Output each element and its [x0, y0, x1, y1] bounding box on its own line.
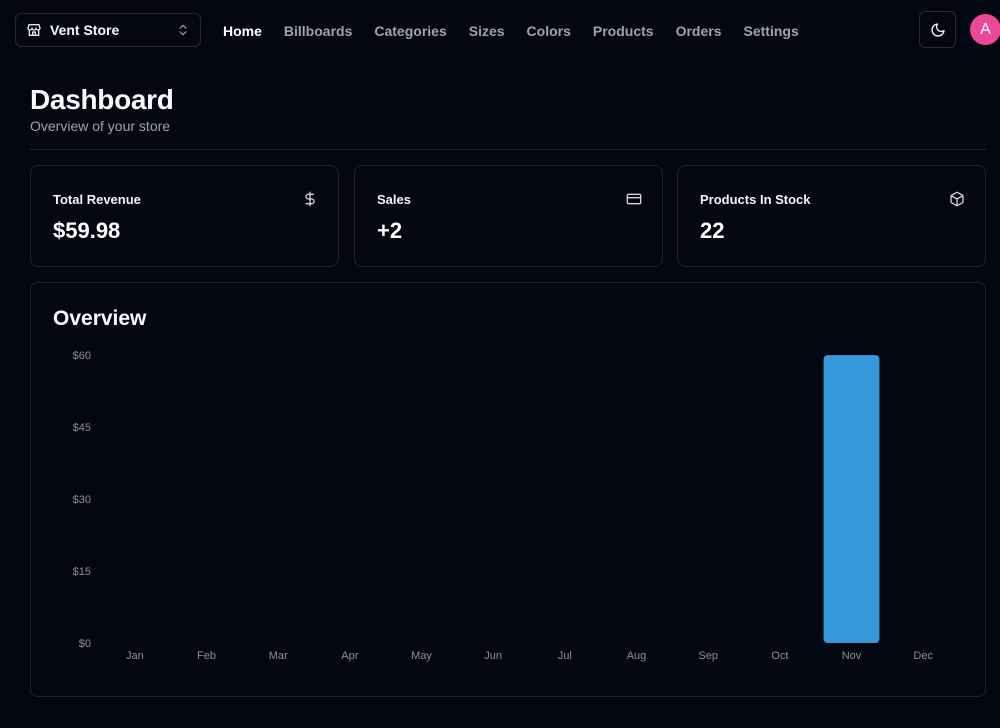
stat-label: Products In Stock: [700, 192, 811, 207]
stat-card-products-in-stock: Products In Stock 22: [677, 165, 986, 267]
x-tick-label: Aug: [627, 650, 647, 662]
nav-billboards[interactable]: Billboards: [283, 23, 353, 39]
x-tick-label: May: [411, 650, 432, 662]
store-switcher[interactable]: Vent Store: [15, 13, 201, 47]
y-tick-label: $30: [73, 494, 91, 506]
y-tick-label: $0: [79, 638, 91, 650]
stat-value: +2: [377, 218, 403, 243]
store-name: Vent Store: [50, 22, 120, 38]
bar-nov: [823, 355, 880, 643]
overview-title: Overview: [53, 307, 147, 330]
x-tick-label: Sep: [698, 650, 718, 662]
nav-sizes[interactable]: Sizes: [468, 23, 505, 39]
x-tick-label: Jun: [484, 650, 502, 662]
page-heading: Dashboard Overview of your store: [30, 84, 174, 134]
overview-card: Overview $0 $15 $30 $45 $60 Jan Feb Mar Apr May Ju…: [30, 282, 986, 697]
dollar-icon: [305, 191, 315, 207]
x-tick-label: Jul: [558, 650, 572, 662]
package-icon: [950, 191, 964, 207]
page-subtitle: Overview of your store: [30, 118, 171, 134]
x-tick-label: Jan: [126, 650, 144, 662]
x-tick-label: Dec: [913, 650, 933, 662]
nav-colors[interactable]: Colors: [526, 23, 571, 39]
separator: [30, 149, 986, 150]
overview-bar-chart: $0 $15 $30 $45 $60 Jan Feb Mar Apr May Jun Jul Aug Se…: [73, 350, 934, 662]
stat-card-sales: Sales +2: [354, 165, 663, 267]
stat-value: 22: [700, 218, 725, 243]
x-tick-label: Apr: [341, 650, 358, 662]
nav-orders[interactable]: Orders: [675, 23, 722, 39]
stat-label: Total Revenue: [53, 192, 141, 207]
x-tick-label: Mar: [269, 650, 288, 662]
stat-label: Sales: [377, 192, 411, 207]
main-nav: Home Billboards Categories Sizes Colors …: [223, 0, 821, 62]
stat-value: $59.98: [53, 218, 121, 243]
x-tick-label: Nov: [842, 650, 862, 662]
nav-settings[interactable]: Settings: [743, 23, 799, 39]
navbar: Vent Store Home Billboards Categories Si…: [0, 0, 1000, 62]
chevrons-up-down-icon: [179, 24, 187, 36]
store-icon: [27, 24, 41, 36]
page-title: Dashboard: [30, 84, 174, 115]
moon-icon: [930, 22, 945, 37]
y-tick-label: $45: [73, 422, 91, 434]
credit-card-icon: [626, 193, 642, 205]
x-tick-label: Oct: [771, 650, 788, 662]
avatar[interactable]: A: [970, 14, 1000, 45]
y-tick-label: $60: [73, 350, 91, 362]
nav-home[interactable]: Home: [223, 23, 262, 39]
y-tick-label: $15: [73, 566, 91, 578]
x-tick-label: Feb: [197, 650, 216, 662]
nav-products[interactable]: Products: [592, 23, 654, 39]
nav-categories[interactable]: Categories: [374, 23, 447, 39]
theme-toggle-button[interactable]: [919, 11, 956, 48]
stat-card-total-revenue: Total Revenue $59.98: [30, 165, 339, 267]
